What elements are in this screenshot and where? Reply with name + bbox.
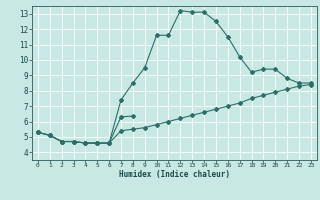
- X-axis label: Humidex (Indice chaleur): Humidex (Indice chaleur): [119, 170, 230, 179]
